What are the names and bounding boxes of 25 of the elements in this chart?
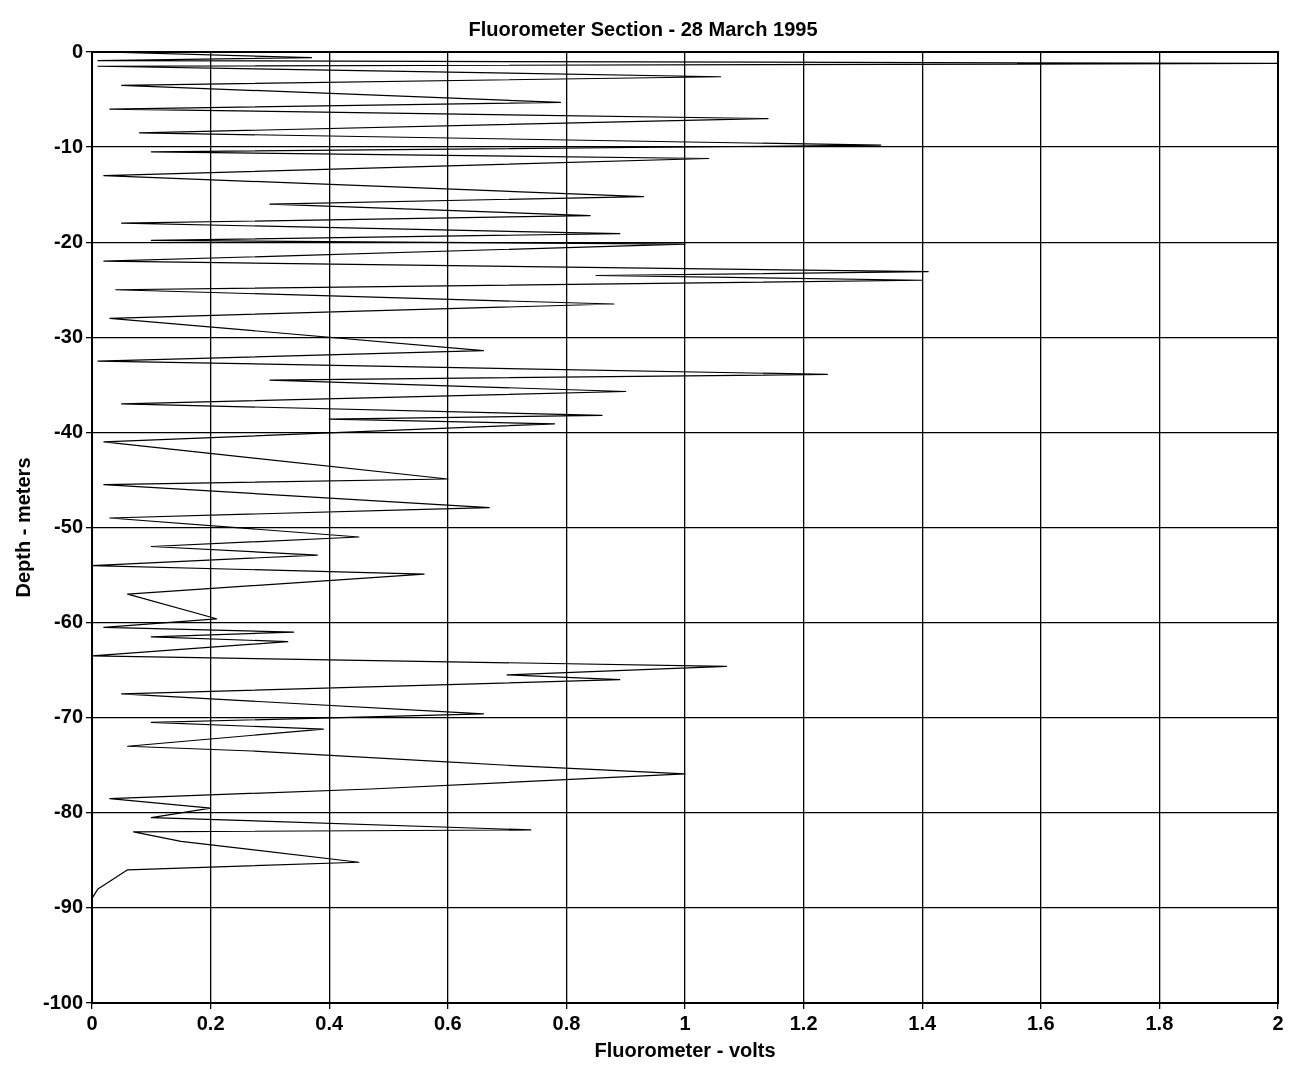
y-tick-label: -40 xyxy=(54,419,84,442)
x-tick-label: 0.2 xyxy=(196,1011,225,1034)
y-tick-label: -90 xyxy=(54,895,84,918)
y-tick-label: -20 xyxy=(54,229,84,252)
y-tick-label: -30 xyxy=(54,324,84,347)
y-tick-label: -10 xyxy=(54,134,84,157)
x-tick-label: 1 xyxy=(679,1011,691,1034)
x-tick-label: 1.6 xyxy=(1026,1011,1055,1034)
y-tick-label: -50 xyxy=(54,515,84,538)
x-tick-label: 0 xyxy=(86,1011,98,1034)
y-tick-label: 0 xyxy=(71,39,84,62)
y-tick-label: -70 xyxy=(54,705,84,728)
x-tick-label: 1.2 xyxy=(789,1011,818,1034)
x-tick-label: 0.6 xyxy=(433,1011,462,1034)
y-tick-label: -100 xyxy=(43,990,84,1013)
x-tick-label: 1.8 xyxy=(1145,1011,1174,1034)
x-tick-label: 0.4 xyxy=(315,1011,344,1034)
x-axis-title: Fluorometer - volts xyxy=(594,1038,776,1061)
chart-title: Fluorometer Section - 28 March 1995 xyxy=(468,17,818,40)
x-tick-label: 0.8 xyxy=(552,1011,581,1034)
x-tick-label: 1.4 xyxy=(908,1011,937,1034)
y-tick-label: -80 xyxy=(54,800,84,823)
x-tick-label: 2 xyxy=(1272,1011,1284,1034)
y-axis-title: Depth - meters xyxy=(11,457,34,598)
y-tick-label: -60 xyxy=(54,610,84,633)
